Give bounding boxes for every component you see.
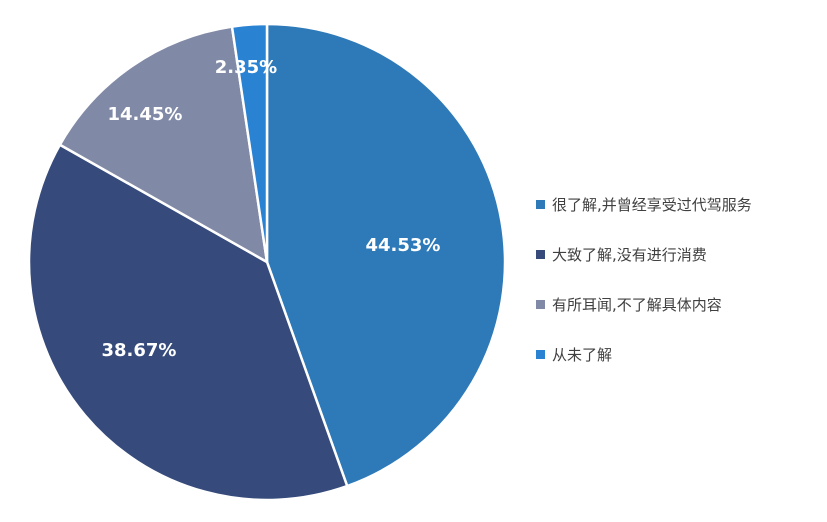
legend-item-very-familiar: 很了解,并曾经享受过代驾服务 xyxy=(536,194,821,214)
legend-label: 有所耳闻,不了解具体内容 xyxy=(552,295,722,314)
legend-item-heard-of: 有所耳闻,不了解具体内容 xyxy=(536,294,821,314)
legend-swatch-icon xyxy=(536,199,545,209)
legend-swatch-icon xyxy=(536,249,545,259)
legend-label: 很了解,并曾经享受过代驾服务 xyxy=(552,195,752,214)
legend-item-never-heard: 从未了解 xyxy=(536,344,821,364)
data-label-roughly-familiar: 38.67% xyxy=(102,340,177,361)
chart-legend: 很了解,并曾经享受过代驾服务 大致了解,没有进行消费 有所耳闻,不了解具体内容 … xyxy=(536,194,821,394)
pie-slice-very-familiar xyxy=(265,22,507,488)
legend-label: 大致了解,没有进行消费 xyxy=(552,245,707,264)
data-label-never-heard: 2.35% xyxy=(215,57,277,78)
pie-slices xyxy=(27,22,507,502)
legend-swatch-icon xyxy=(536,349,545,359)
pie-slice-never-heard xyxy=(230,22,269,263)
pie-data-labels: 44.53% 38.67% 14.45% 2.35% xyxy=(102,57,441,361)
legend-item-roughly-familiar: 大致了解,没有进行消费 xyxy=(536,244,821,264)
legend-label: 从未了解 xyxy=(552,345,613,364)
pie-slice-heard-of xyxy=(58,25,269,265)
data-label-heard-of: 14.45% xyxy=(108,104,183,125)
data-label-very-familiar: 44.53% xyxy=(366,235,441,256)
pie-slice-roughly-familiar xyxy=(27,143,349,502)
legend-swatch-icon xyxy=(536,299,545,309)
